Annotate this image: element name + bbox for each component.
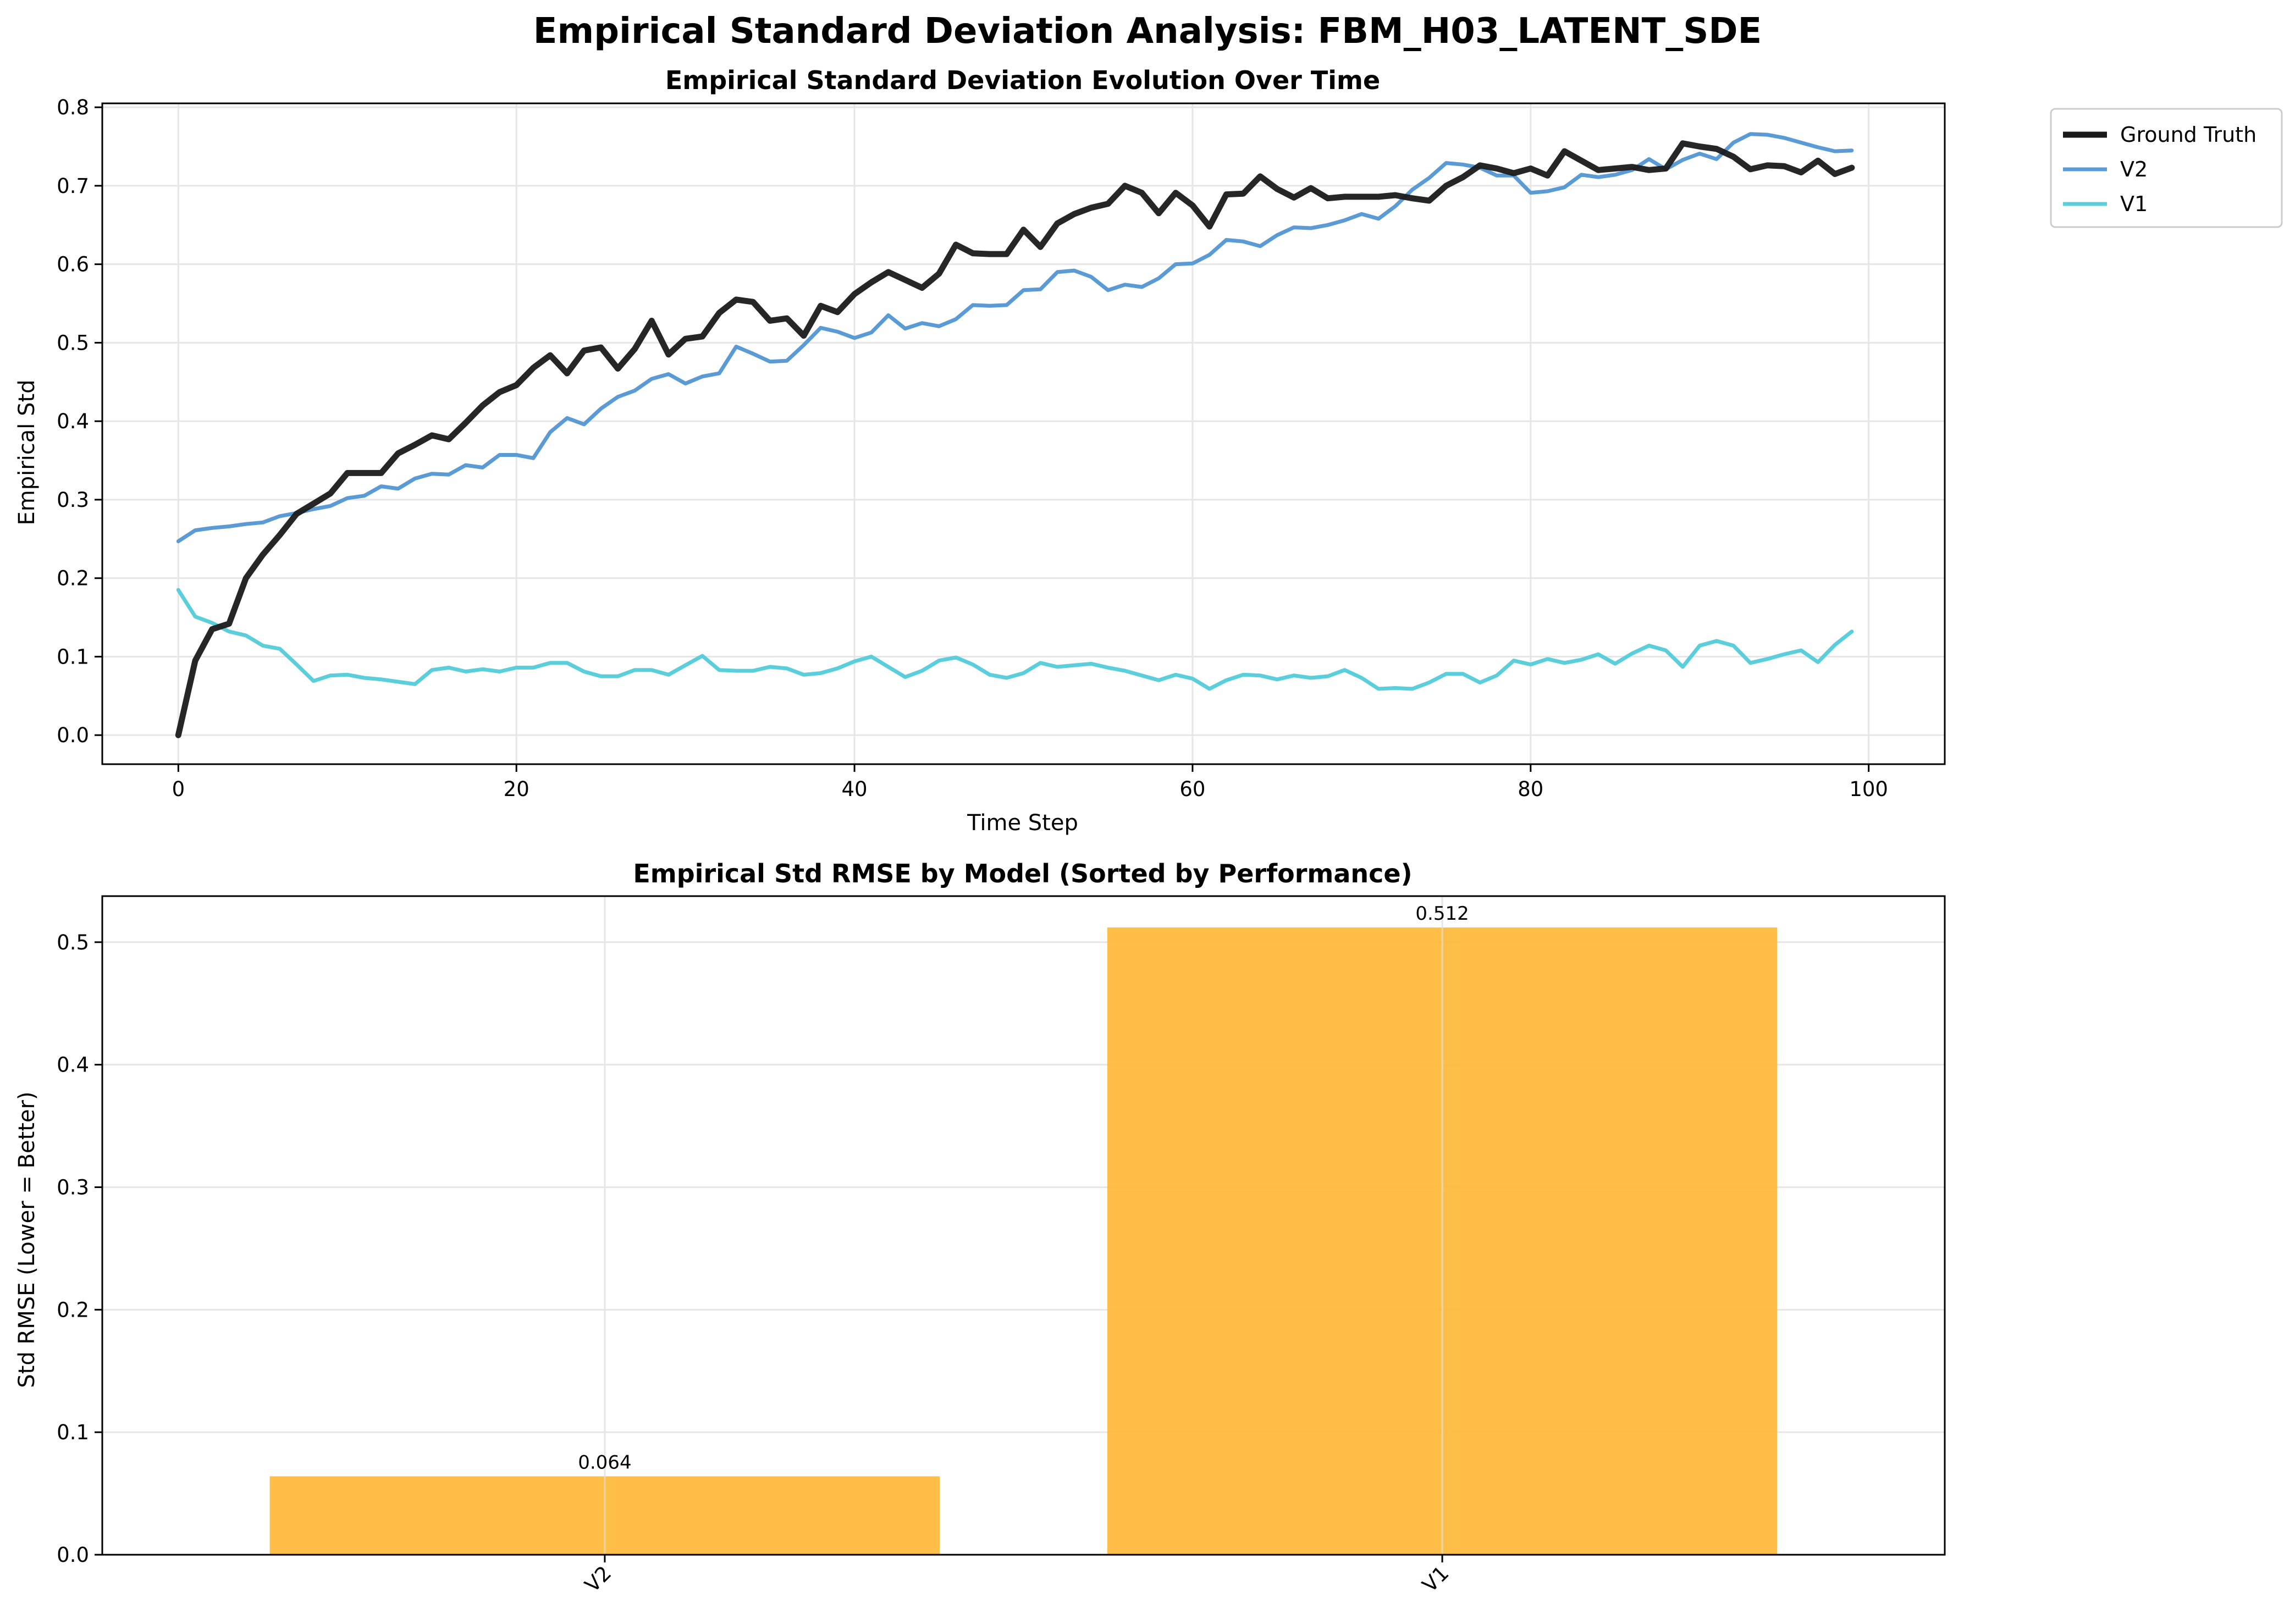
legend-label-v1: V1 bbox=[2120, 192, 2148, 216]
x-tick-label: 40 bbox=[842, 777, 868, 801]
legend-label-v2: V2 bbox=[2120, 157, 2148, 181]
bar-value-label-v1: 0.512 bbox=[1415, 903, 1469, 925]
line-chart-gridlines bbox=[102, 103, 1945, 764]
x-tick-label: 100 bbox=[1849, 777, 1888, 801]
series-line-ground-truth bbox=[175, 140, 1855, 738]
x-tick-label: 0 bbox=[172, 777, 185, 801]
y-tick-label: 0.8 bbox=[57, 96, 89, 119]
y-tick-label: 0.2 bbox=[57, 1298, 89, 1322]
y-tick-label: 0.5 bbox=[57, 931, 89, 954]
y-tick-label: 0.2 bbox=[57, 567, 89, 590]
x-tick-label: 20 bbox=[504, 777, 529, 801]
line-chart-series bbox=[175, 132, 1855, 738]
bar-chart-title: Empirical Std RMSE by Model (Sorted by P… bbox=[633, 859, 1412, 888]
bar-chart-value-labels: 0.064 0.512 bbox=[578, 903, 1469, 1473]
y-tick-label: 0.1 bbox=[57, 1421, 89, 1444]
x-tick-label: 80 bbox=[1518, 777, 1543, 801]
bar-chart-plot-frame bbox=[101, 895, 1946, 1556]
y-tick-label: 0.0 bbox=[57, 723, 89, 747]
figure-suptitle: Empirical Standard Deviation Analysis: F… bbox=[533, 11, 1762, 52]
series-line-v2 bbox=[176, 132, 1854, 544]
line-chart-plot-frame bbox=[101, 102, 1946, 765]
y-tick-label: 0.1 bbox=[57, 645, 89, 669]
legend-frame bbox=[2050, 108, 2283, 228]
x-tick-label: 60 bbox=[1179, 777, 1205, 801]
legend-label-ground-truth: Ground Truth bbox=[2120, 123, 2257, 147]
line-chart-title: Empirical Standard Deviation Evolution O… bbox=[665, 65, 1380, 95]
line-chart-x-ticks: 0 20 40 60 80 100 bbox=[172, 764, 1888, 801]
line-chart-y-ticks: 0.0 0.1 0.2 0.3 0.4 0.5 0.6 0.7 0.8 bbox=[57, 96, 102, 747]
line-chart-x-axis-label: Time Step bbox=[967, 810, 1078, 836]
bar-value-label-v2: 0.064 bbox=[578, 1451, 631, 1473]
y-tick-label: 0.4 bbox=[57, 410, 89, 433]
line-chart: Empirical Standard Deviation Evolution O… bbox=[14, 65, 2283, 836]
y-tick-label: 0.3 bbox=[57, 488, 89, 512]
y-tick-label: 0.6 bbox=[57, 253, 89, 277]
line-chart-y-axis-label: Empirical Std bbox=[14, 379, 40, 525]
y-tick-label: 0.7 bbox=[57, 174, 89, 198]
series-line-v1 bbox=[176, 588, 1854, 691]
bar-chart-bars bbox=[269, 896, 1778, 1555]
line-chart-legend: Ground Truth V2 V1 bbox=[2050, 108, 2283, 228]
y-tick-label: 0.5 bbox=[57, 331, 89, 355]
bar-chart: Empirical Std RMSE by Model (Sorted by P… bbox=[14, 859, 1946, 1597]
bar-chart-y-axis-label: Std RMSE (Lower = Better) bbox=[14, 1091, 40, 1388]
bar-chart-y-ticks: 0.0 0.1 0.2 0.3 0.4 0.5 bbox=[57, 931, 102, 1567]
y-tick-label: 0.0 bbox=[57, 1543, 89, 1567]
y-tick-label: 0.3 bbox=[57, 1175, 89, 1199]
y-tick-label: 0.4 bbox=[57, 1053, 89, 1077]
